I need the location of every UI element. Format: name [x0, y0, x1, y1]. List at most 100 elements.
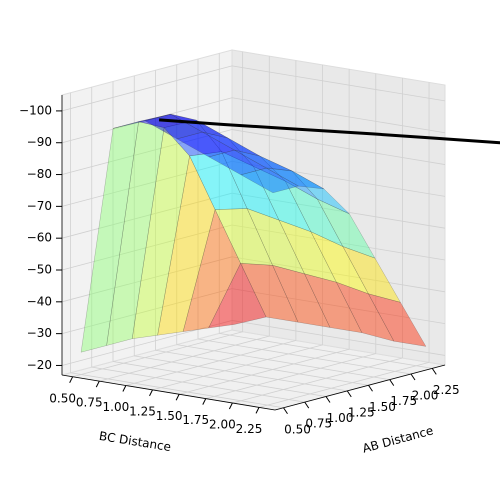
surface-face	[240, 167, 300, 194]
grid-line	[231, 192, 446, 229]
y-tick-label: 1.75	[390, 394, 417, 408]
surface-face	[113, 113, 171, 129]
grid-line	[61, 288, 233, 335]
x-tick	[95, 380, 100, 388]
x-tick-label: 1.50	[156, 409, 183, 423]
grid-line	[231, 97, 446, 134]
grid-line	[125, 340, 297, 386]
grid-line	[61, 224, 233, 271]
z-tick-label: −100	[19, 103, 52, 117]
surface-face	[240, 263, 299, 323]
x-tick	[149, 389, 153, 397]
grid-line	[197, 338, 412, 375]
surface-face	[227, 137, 286, 182]
surface-face	[189, 151, 248, 210]
y-tick	[346, 390, 352, 398]
y-axis-label: AB Distance	[361, 423, 435, 455]
y-tick	[283, 407, 288, 415]
grid-line	[231, 224, 446, 261]
grid-line	[61, 256, 233, 303]
surface-face	[208, 262, 267, 329]
z-tick-label: −50	[27, 263, 52, 277]
grid-line	[231, 320, 446, 356]
surface-face	[182, 208, 241, 332]
x-tick	[175, 394, 180, 401]
surface-face	[208, 149, 268, 176]
grid-line	[72, 331, 243, 378]
grid-line	[219, 332, 433, 369]
y-tick	[325, 396, 331, 403]
grid-line	[231, 288, 446, 325]
surface-face	[170, 113, 229, 139]
surface-face	[316, 198, 376, 259]
surface-face	[272, 264, 331, 328]
x-tick-label: 2.25	[236, 422, 263, 436]
grid-line	[61, 97, 233, 144]
grid-line	[179, 348, 350, 395]
z-tick-label: −90	[27, 135, 52, 149]
x-tick	[255, 407, 260, 414]
x-axis-label: BC Distance	[98, 429, 172, 454]
z-tick-label: −60	[27, 231, 52, 245]
surface-face	[157, 155, 216, 336]
surface-face	[259, 155, 318, 200]
grid-line	[112, 361, 327, 397]
y-tick-label: 0.75	[305, 417, 332, 431]
x-tick-label: 1.25	[129, 404, 156, 418]
x-tick-label: 0.50	[49, 391, 76, 405]
x-tick	[122, 385, 127, 392]
grid-line	[61, 129, 233, 175]
y-tick-label: 2.25	[433, 383, 460, 397]
grid-line	[134, 355, 348, 392]
grid-line	[231, 65, 446, 102]
surface-face	[221, 151, 280, 221]
grid-line	[231, 160, 446, 197]
grid-line	[91, 366, 305, 403]
surface-face	[284, 180, 344, 248]
surface-face	[266, 167, 325, 190]
grid-line	[258, 361, 430, 408]
y-tick-label: 2.00	[412, 389, 439, 403]
y-tick-label: 1.25	[348, 405, 375, 419]
x-tick-label: 0.75	[76, 396, 103, 410]
y-tick-label: 1.50	[369, 400, 396, 414]
axis-line	[274, 364, 446, 411]
z-tick-label: −70	[27, 199, 52, 213]
grid-line	[61, 192, 233, 239]
grid-line	[231, 129, 446, 165]
grid-line	[61, 320, 233, 366]
grid-line	[70, 372, 284, 409]
z-tick-label: −40	[27, 294, 52, 308]
trajectory	[158, 118, 500, 145]
y-tick	[410, 373, 416, 381]
grid-line	[155, 349, 369, 386]
surface-face	[278, 219, 337, 283]
z-tick-label: −80	[27, 167, 52, 181]
surface-face	[252, 165, 312, 233]
surface-face	[80, 121, 139, 353]
surface-face	[234, 149, 293, 172]
grid-line	[99, 335, 270, 382]
z-tick-label: −20	[27, 358, 52, 372]
surface-face	[335, 281, 395, 342]
grid-line	[205, 353, 376, 400]
x-tick-label: 2.00	[209, 418, 236, 432]
surface-face	[106, 121, 165, 346]
grid-line	[232, 357, 403, 404]
grid-line	[231, 256, 446, 293]
surface-face	[304, 273, 363, 334]
x-tick-label: 1.75	[182, 413, 209, 427]
y-tick	[368, 384, 373, 392]
x-tick	[202, 398, 207, 405]
surface-face	[214, 208, 273, 266]
y-tick	[304, 401, 310, 409]
y-tick-label: 1.00	[327, 411, 354, 425]
grid-line	[176, 344, 390, 381]
surface-face	[176, 131, 236, 158]
surface-face	[342, 246, 401, 303]
y-tick	[431, 368, 437, 375]
x-tick	[228, 402, 233, 410]
x-tick	[69, 376, 74, 383]
surface-face	[246, 208, 305, 275]
